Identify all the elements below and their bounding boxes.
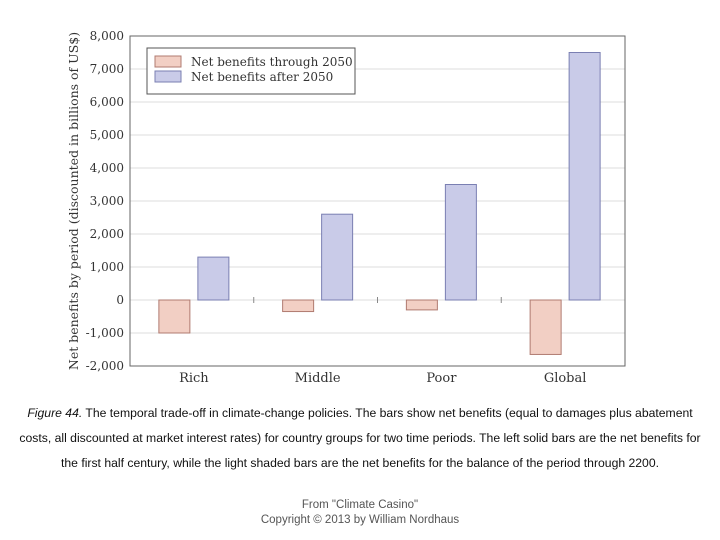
source-credit: From "Climate Casino" Copyright © 2013 b… — [0, 498, 720, 528]
bar-through-2050-poor — [405, 299, 438, 311]
x-category-label: Rich — [179, 371, 209, 386]
bar-through-2050-global — [529, 299, 562, 355]
y-tick-label: 6,000 — [90, 95, 124, 109]
caption-text: The temporal trade-off in climate-change… — [19, 406, 701, 470]
y-tick-label: 0 — [116, 293, 124, 307]
y-tick-label: 3,000 — [90, 194, 124, 208]
x-category-label: Poor — [426, 371, 457, 386]
bar-after-2050-middle — [321, 213, 354, 301]
figure-caption: Figure 44. The temporal trade-off in cli… — [12, 401, 708, 476]
legend-box — [146, 47, 356, 95]
bar-after-2050-rich — [197, 256, 230, 301]
y-tick-label: 1,000 — [90, 260, 124, 274]
legend-label: Net benefits through 2050 — [191, 55, 353, 69]
x-category-label: Global — [544, 371, 587, 386]
y-tick-label: 7,000 — [90, 62, 124, 76]
legend-swatch — [154, 70, 182, 83]
bar-after-2050-global — [568, 52, 601, 301]
chart: -2,000 -1,000 0 1,000 2,000 3,000 4,000 5,000 6,… — [66, 29, 626, 386]
bar-through-2050-rich — [158, 299, 191, 334]
y-axis-title: Net benefits by period (discounted in bi… — [66, 32, 81, 370]
bar-through-2050-middle — [282, 299, 315, 313]
y-tick-label: 2,000 — [90, 227, 124, 241]
y-tick-label: 5,000 — [90, 128, 124, 142]
source-line-2: Copyright © 2013 by William Nordhaus — [260, 514, 460, 526]
bar-chart: -2,000 -1,000 0 1,000 2,000 3,000 4,000 5,000 6,… — [66, 29, 626, 386]
bar-after-2050-poor — [444, 184, 477, 301]
plot-frame — [129, 35, 626, 367]
y-tick-label: -1,000 — [86, 326, 124, 340]
y-tick-label: 4,000 — [90, 161, 124, 175]
source-line-1: From "Climate Casino" — [301, 499, 419, 511]
y-tick-label: -2,000 — [86, 359, 124, 373]
legend-swatch — [154, 55, 182, 68]
x-category-label: Middle — [295, 371, 341, 386]
legend-label: Net benefits after 2050 — [191, 70, 333, 84]
y-tick-label: 8,000 — [90, 29, 124, 43]
caption-lead: Figure 44. — [27, 406, 83, 420]
